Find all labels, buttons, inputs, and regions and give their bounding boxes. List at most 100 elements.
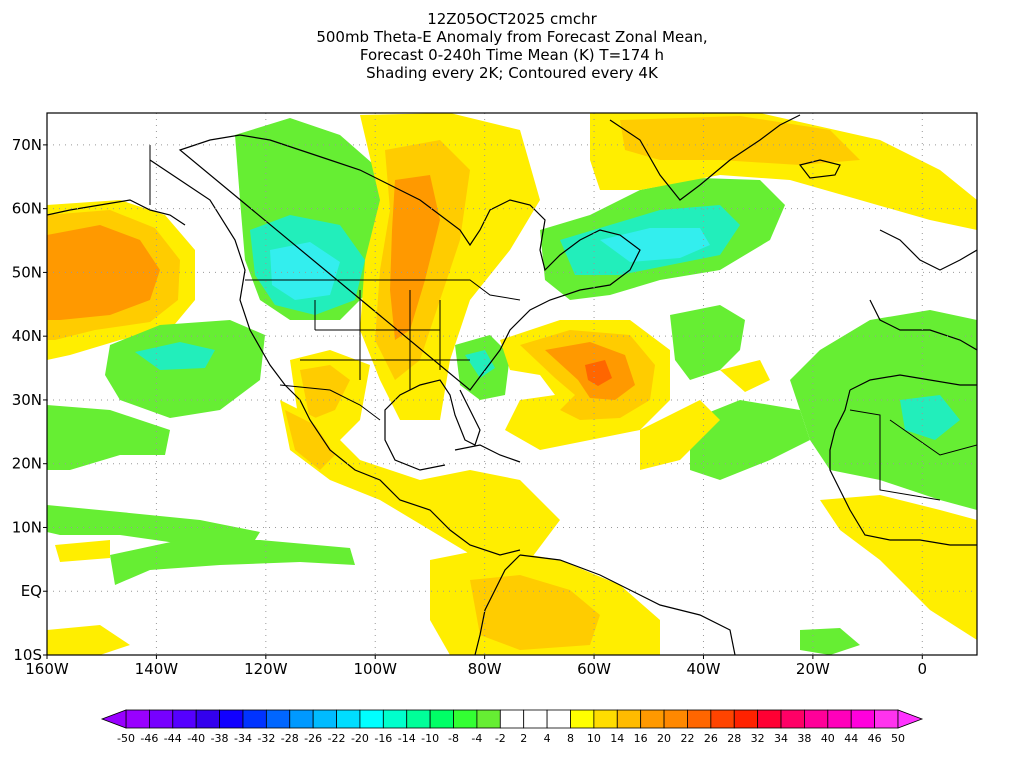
colorbar-swatch [827,709,852,729]
colorbar-label: -20 [351,732,369,745]
colorbar-swatch [663,709,688,729]
colorbar-label: 2 [520,732,527,745]
lon-label-20w: 20W [796,660,830,678]
shade-africa-teal [900,395,960,440]
colorbar-label: 10 [587,732,601,745]
colorbar-label: 46 [868,732,882,745]
colorbar-swatch [640,709,665,729]
lon-label-100w: 100W [354,660,398,678]
colorbar-label: -8 [448,732,459,745]
colorbar-swatch [148,709,174,729]
coast-iceland [798,159,841,179]
colorbar-label: -32 [257,732,275,745]
colorbar-swatch [733,709,759,729]
colorbar-swatch [874,709,899,729]
colorbar-label: 32 [751,732,765,745]
lat-label-70n: 70N [12,136,42,154]
shade-pacific-green-1 [105,320,265,418]
shade-mexico-yellow [280,400,560,560]
shade-africa-yellow [820,495,977,640]
colorbar-label: 20 [657,732,671,745]
shade-canada-cyan [600,228,710,262]
colorbar-label: 28 [727,732,741,745]
coastlines [47,114,977,655]
lon-label-0: 0 [918,660,928,678]
colorbar-label: -34 [234,732,252,745]
colorbar-swatch [570,709,595,729]
colorbar-swatch [616,709,642,729]
colorbar-label: -50 [117,732,135,745]
colorbar-swatch [523,709,548,729]
shade-satl-green [800,628,860,655]
coast-europe [869,229,977,351]
colorbar-swatch [195,709,220,729]
lon-label-60w: 60W [577,660,611,678]
title-line-1: 12Z05OCT2025 cmchr [427,10,597,28]
colorbar-label: -22 [328,732,346,745]
shade-pacific-green-4 [110,540,355,585]
colorbar-label: 22 [680,732,694,745]
lat-label-eq: EQ [21,582,42,600]
colorbar-label: -28 [281,732,299,745]
shade-wna-cyan [270,242,340,300]
colorbar-swatch [382,709,408,729]
lat-label-10n: 10N [12,518,42,536]
colorbar-swatch [125,709,150,729]
coast-greenland [609,114,801,201]
shade-eatl-green-1 [670,305,745,380]
title-line-4: Shading every 2K; Contoured every 4K [366,64,658,82]
colorbar-label: -4 [471,732,482,745]
shade-pacific-orange [47,225,160,320]
colorbar-swatch [710,709,735,729]
longitude-labels: 160W 140W 120W 100W 80W 60W 40W 20W 0 [25,655,927,678]
shade-cna-orange [390,175,440,340]
shade-atl-yellow-stripe [640,400,720,470]
coast-north-america [149,134,641,556]
lat-label-40n: 40N [12,327,42,345]
shade-se-teal [465,350,495,378]
colorbar-swatch [687,709,712,729]
colorbar-swatch [780,709,805,729]
colorbar-label: 40 [821,732,835,745]
shade-sw-gold [300,365,350,420]
lat-label-10s: 10S [13,646,42,664]
colorbar-swatch [850,709,876,729]
title-block: 12Z05OCT2025 cmchr 500mb Theta-E Anomaly… [0,10,1024,82]
shade-mexico-gold [285,410,335,470]
colorbar-swatch [757,709,782,729]
border-us-states-1 [300,290,470,390]
political-boundaries [149,145,977,501]
colorbar-label: 50 [891,732,905,745]
colorbar-swatch [476,709,501,729]
shade-greenland-gold [620,116,860,165]
colorbar-label: 8 [567,732,574,745]
colorbar-label: -10 [421,732,439,745]
title-line-3: Forecast 0-240h Time Mean (K) T=174 h [359,46,665,64]
colorbar-swatch [453,709,478,729]
colorbar-swatch [312,709,337,729]
lat-label-30n: 30N [12,391,42,409]
colorbar-label: 26 [704,732,718,745]
lon-label-160w: 160W [25,660,69,678]
lon-label-120w: 120W [244,660,288,678]
lat-label-20n: 20N [12,455,42,473]
colorbar-label: 44 [844,732,858,745]
shade-sa-gold [470,575,600,650]
shade-pacific-green-2 [47,405,170,470]
lon-label-40w: 40W [687,660,721,678]
lon-label-80w: 80W [468,660,502,678]
border-us-canada [245,279,521,301]
colorbar-swatch [289,709,314,729]
colorbar-label: -46 [140,732,158,745]
colorbar-swatch [406,709,431,729]
colorbar-label: -26 [304,732,322,745]
colorbar-swatch [593,709,618,729]
colorbar-label: 14 [610,732,624,745]
coast-alaska [47,199,186,226]
colorbar-label: 4 [544,732,551,745]
colorbar-label: 38 [797,732,811,745]
title-line-2: 500mb Theta-E Anomaly from Forecast Zona… [316,28,708,46]
anomaly-shading [47,113,977,655]
shade-atl-darkorange [585,360,612,386]
